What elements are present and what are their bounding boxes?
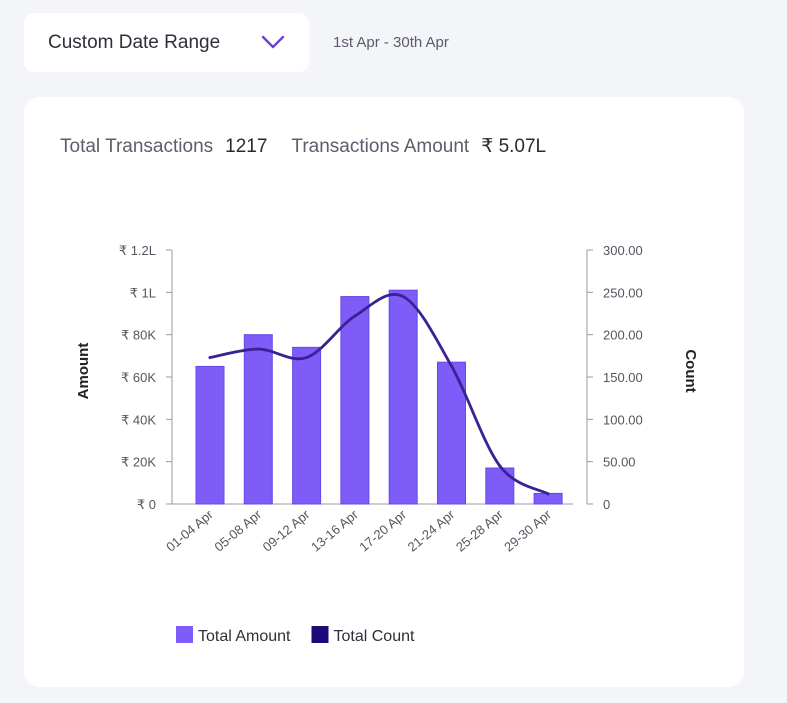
- date-range-text: 1st Apr - 30th Apr: [333, 34, 449, 51]
- x-tick-label: 25-28 Apr: [453, 506, 506, 554]
- point-total-count: [401, 295, 405, 299]
- transactions-summary: Total Transactions 1217 Transactions Amo…: [60, 135, 546, 158]
- y2-axis-title: Count: [682, 349, 699, 392]
- x-tick-label: 21-24 Apr: [405, 506, 458, 554]
- x-tick-label: 13-16 Apr: [308, 506, 361, 554]
- y-tick-label: ₹ 80K: [121, 328, 156, 343]
- transactions-amount-label: Transactions Amount: [291, 136, 470, 157]
- y2-tick-label: 150.00: [603, 370, 643, 385]
- y-tick-label: ₹ 20K: [121, 455, 156, 470]
- point-total-count: [450, 364, 453, 368]
- x-tick-label: 09-12 Apr: [260, 506, 313, 554]
- y2-tick-label: 250.00: [603, 285, 643, 300]
- x-tick-label: 01-04 Apr: [163, 506, 216, 554]
- legend-label: Total Amount: [198, 628, 291, 645]
- point-total-count: [353, 314, 357, 318]
- bar-total-amount: [388, 289, 418, 505]
- y-tick-label: ₹ 0: [137, 497, 156, 512]
- y-tick-label: ₹ 60K: [121, 370, 156, 385]
- point-total-count: [305, 356, 309, 360]
- y2-tick-label: 200.00: [603, 328, 643, 343]
- bar-total-amount: [195, 365, 225, 505]
- y2-tick-label: 100.00: [603, 412, 643, 427]
- bar-total-amount: [340, 296, 370, 505]
- y-tick-label: ₹ 40K: [121, 412, 156, 427]
- total-transactions-label: Total Transactions: [60, 136, 214, 157]
- x-tick-label: 17-20 Apr: [356, 506, 409, 554]
- legend-label: Total Count: [334, 628, 415, 645]
- bar-total-amount: [485, 467, 515, 505]
- point-total-count: [498, 464, 502, 468]
- transactions-amount-value: ₹ 5.07L: [481, 136, 547, 157]
- legend-swatch: [176, 626, 193, 643]
- point-total-count: [256, 347, 260, 351]
- bar-total-amount: [292, 346, 322, 505]
- y-tick-label: ₹ 1L: [130, 285, 156, 300]
- y-tick-label: ₹ 1.2L: [119, 243, 156, 258]
- point-total-count: [208, 356, 212, 360]
- legend-swatch: [311, 626, 329, 643]
- date-range-selected: Custom Date Range: [48, 31, 221, 53]
- total-transactions-value: 1217: [225, 136, 268, 157]
- point-total-count: [546, 492, 550, 496]
- transactions-chart-card: Total Transactions 1217 Transactions Amo…: [24, 97, 744, 687]
- y-axis-title: Amount: [75, 343, 92, 400]
- line-total-count: [208, 293, 550, 496]
- bar-total-amount: [243, 334, 273, 505]
- chevron-down-icon: [261, 35, 285, 49]
- y2-tick-label: 300.00: [603, 243, 643, 258]
- date-range-dropdown[interactable]: Custom Date Range: [24, 13, 309, 72]
- y2-tick-label: 50.00: [603, 455, 636, 470]
- x-tick-label: 29-30 Apr: [501, 506, 554, 554]
- x-tick-label: 05-08 Apr: [211, 506, 264, 554]
- y2-tick-label: 0: [603, 497, 610, 512]
